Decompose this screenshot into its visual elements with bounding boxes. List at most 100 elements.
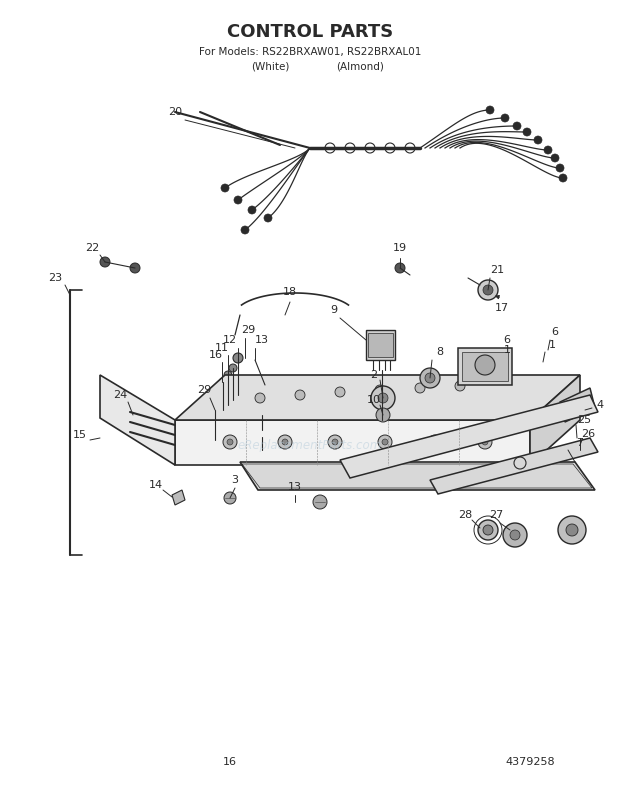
Text: 7: 7 bbox=[577, 438, 583, 448]
Text: 19: 19 bbox=[393, 243, 407, 253]
Circle shape bbox=[313, 495, 327, 509]
Circle shape bbox=[328, 435, 342, 449]
Circle shape bbox=[255, 393, 265, 403]
Polygon shape bbox=[560, 388, 595, 422]
Polygon shape bbox=[530, 375, 580, 465]
Text: 29: 29 bbox=[241, 325, 255, 335]
Polygon shape bbox=[368, 333, 393, 357]
Circle shape bbox=[234, 196, 242, 204]
Text: 6: 6 bbox=[503, 335, 510, 345]
Circle shape bbox=[264, 214, 272, 222]
Polygon shape bbox=[458, 348, 512, 385]
Text: 17: 17 bbox=[495, 303, 509, 313]
Circle shape bbox=[432, 439, 438, 445]
Circle shape bbox=[224, 492, 236, 504]
Text: (White): (White) bbox=[251, 61, 289, 71]
Polygon shape bbox=[100, 375, 175, 465]
Circle shape bbox=[544, 146, 552, 154]
Circle shape bbox=[551, 154, 559, 162]
Text: 24: 24 bbox=[113, 390, 127, 400]
Text: 4379258: 4379258 bbox=[505, 757, 555, 767]
Circle shape bbox=[482, 439, 488, 445]
Polygon shape bbox=[175, 420, 530, 465]
Text: For Models: RS22BRXAW01, RS22BRXAL01: For Models: RS22BRXAW01, RS22BRXAL01 bbox=[199, 47, 421, 57]
Circle shape bbox=[503, 523, 527, 547]
Circle shape bbox=[455, 381, 465, 391]
Polygon shape bbox=[430, 438, 598, 494]
Circle shape bbox=[233, 353, 243, 363]
Text: 16: 16 bbox=[209, 350, 223, 360]
Circle shape bbox=[229, 364, 237, 372]
Text: 20: 20 bbox=[168, 107, 182, 117]
Circle shape bbox=[335, 387, 345, 397]
Circle shape bbox=[478, 435, 492, 449]
Circle shape bbox=[475, 355, 495, 375]
Polygon shape bbox=[245, 395, 282, 415]
Circle shape bbox=[478, 520, 498, 540]
Circle shape bbox=[559, 174, 567, 182]
Circle shape bbox=[371, 386, 395, 410]
Text: 13: 13 bbox=[288, 482, 302, 492]
Circle shape bbox=[395, 263, 405, 273]
Circle shape bbox=[332, 439, 338, 445]
Circle shape bbox=[534, 136, 542, 144]
Circle shape bbox=[223, 435, 237, 449]
Circle shape bbox=[486, 106, 494, 114]
Text: 1: 1 bbox=[503, 345, 510, 355]
Polygon shape bbox=[366, 330, 395, 360]
Text: 14: 14 bbox=[149, 480, 163, 490]
Circle shape bbox=[248, 206, 256, 214]
Circle shape bbox=[227, 439, 233, 445]
Circle shape bbox=[382, 439, 388, 445]
Circle shape bbox=[376, 408, 390, 422]
Polygon shape bbox=[240, 462, 595, 490]
Text: 21: 21 bbox=[490, 265, 504, 275]
Polygon shape bbox=[172, 490, 185, 505]
Text: 23: 23 bbox=[48, 273, 62, 283]
Text: 8: 8 bbox=[436, 347, 443, 357]
Circle shape bbox=[558, 516, 586, 544]
Circle shape bbox=[523, 128, 531, 136]
Circle shape bbox=[483, 525, 493, 535]
Circle shape bbox=[425, 373, 435, 383]
Text: eReplacementParts.com: eReplacementParts.com bbox=[238, 438, 382, 452]
Text: 29: 29 bbox=[197, 385, 211, 395]
Polygon shape bbox=[340, 395, 598, 478]
Text: 2: 2 bbox=[370, 370, 378, 380]
Circle shape bbox=[478, 280, 498, 300]
Text: 11: 11 bbox=[215, 343, 229, 353]
Text: 10: 10 bbox=[367, 395, 381, 405]
Circle shape bbox=[378, 435, 392, 449]
Circle shape bbox=[221, 184, 229, 192]
Circle shape bbox=[428, 435, 442, 449]
Circle shape bbox=[378, 393, 388, 403]
Circle shape bbox=[100, 257, 110, 267]
Circle shape bbox=[566, 524, 578, 536]
Text: 27: 27 bbox=[489, 510, 503, 520]
Text: 22: 22 bbox=[85, 243, 99, 253]
Text: 13: 13 bbox=[255, 335, 269, 345]
Circle shape bbox=[415, 383, 425, 393]
Circle shape bbox=[130, 263, 140, 273]
Circle shape bbox=[255, 423, 269, 437]
Text: (Almond): (Almond) bbox=[336, 61, 384, 71]
Text: 3: 3 bbox=[231, 475, 239, 485]
Circle shape bbox=[209, 434, 221, 446]
Circle shape bbox=[224, 371, 232, 379]
Text: 4: 4 bbox=[596, 400, 603, 410]
Circle shape bbox=[295, 390, 305, 400]
Circle shape bbox=[278, 435, 292, 449]
Circle shape bbox=[513, 122, 521, 130]
Text: 28: 28 bbox=[458, 510, 472, 520]
Polygon shape bbox=[462, 352, 508, 381]
Text: 25: 25 bbox=[577, 415, 591, 425]
Text: 12: 12 bbox=[223, 335, 237, 345]
Text: 18: 18 bbox=[283, 287, 297, 297]
Text: CONTROL PARTS: CONTROL PARTS bbox=[227, 23, 393, 41]
Text: 1: 1 bbox=[549, 340, 556, 350]
Text: 15: 15 bbox=[73, 430, 87, 440]
Circle shape bbox=[501, 114, 509, 122]
Circle shape bbox=[375, 385, 385, 395]
Text: 16: 16 bbox=[223, 757, 237, 767]
Text: 26: 26 bbox=[581, 429, 595, 439]
